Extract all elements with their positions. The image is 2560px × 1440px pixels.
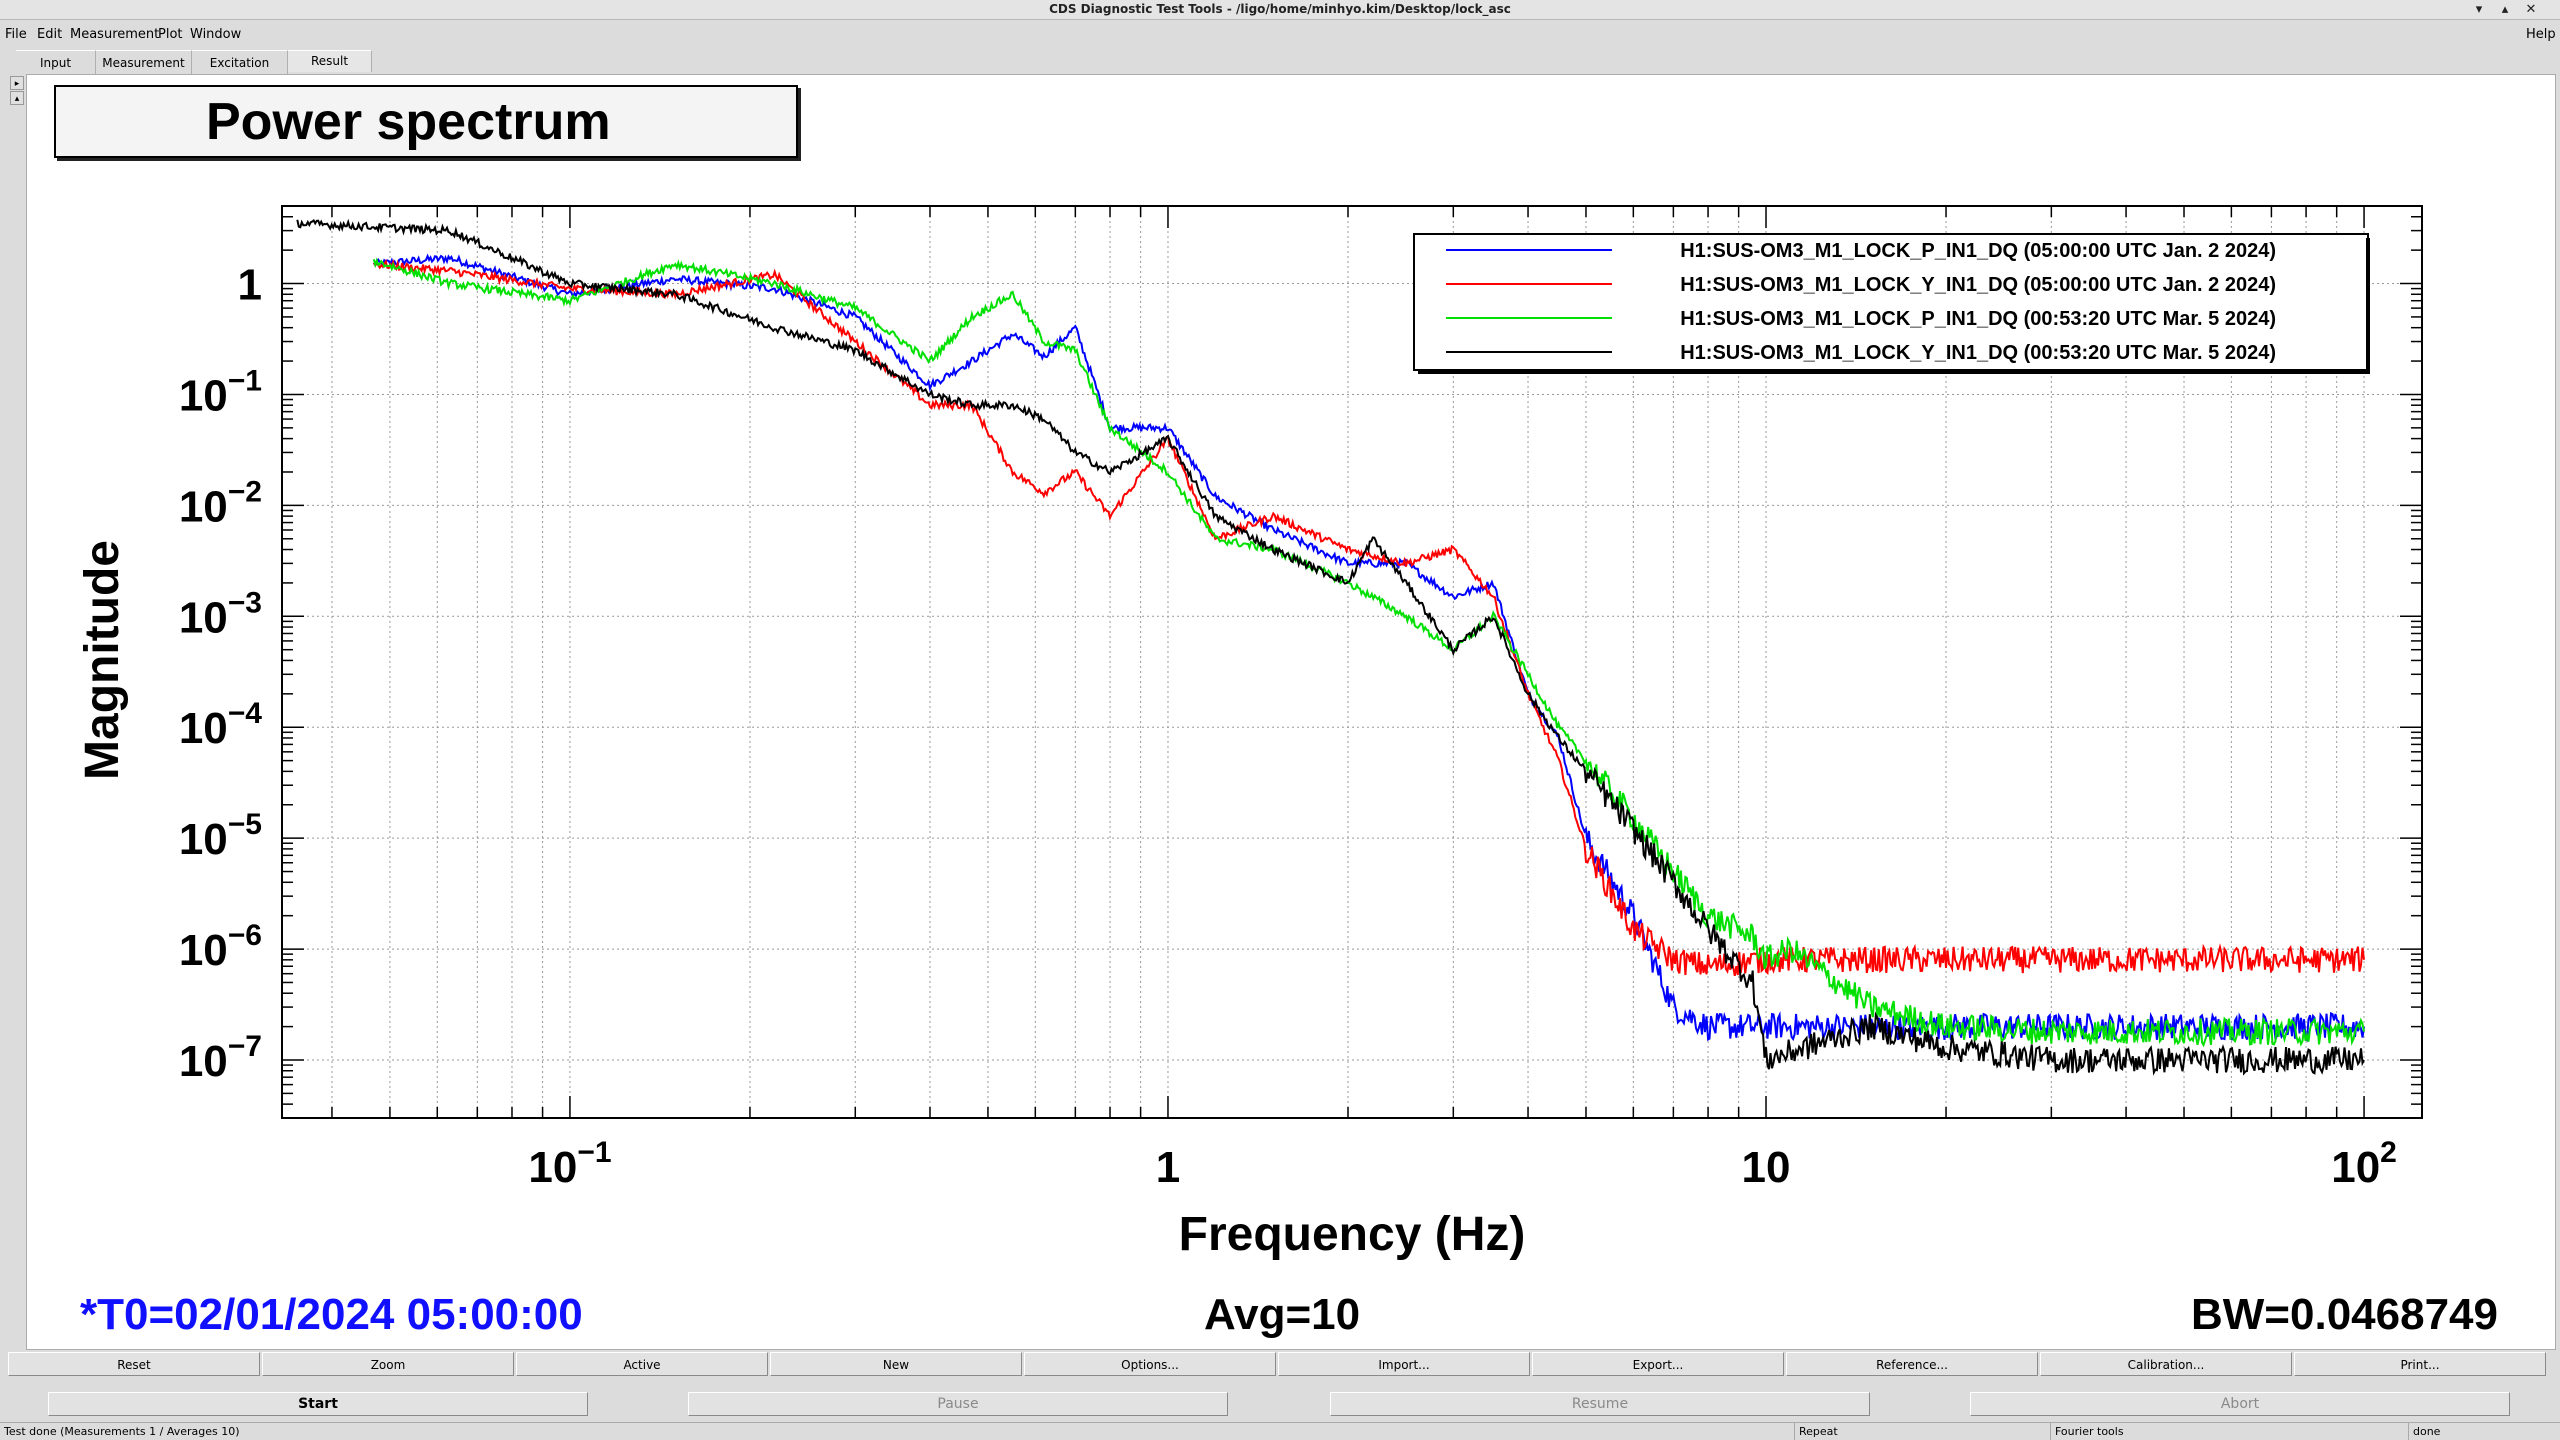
x-tick-labels: 10−1 1 10 102 xyxy=(528,1136,2397,1192)
window-title: CDS Diagnostic Test Tools - /ligo/home/m… xyxy=(1049,2,1511,16)
series-line-1 xyxy=(373,258,2365,976)
y-tick-label-base: 10 xyxy=(179,815,228,864)
y-axis-label: Magnitude xyxy=(76,540,129,780)
y-tick-label-base: 10 xyxy=(179,371,228,420)
minimize-icon[interactable]: ▾ xyxy=(2475,2,2483,17)
series-lines xyxy=(296,218,2365,1076)
pause-button[interactable]: Pause xyxy=(688,1392,1228,1416)
y-tick-label: 10−4 xyxy=(179,697,262,753)
x-tick-label-exponent: 2 xyxy=(2380,1136,2397,1169)
y-tick-label-exponent: −4 xyxy=(228,697,263,730)
y-tick-label-base: 10 xyxy=(179,704,228,753)
y-tick-label: 1 xyxy=(238,261,262,310)
arrow-up-icon[interactable]: ▴ xyxy=(10,91,24,105)
menu-plot[interactable]: Plot xyxy=(158,27,183,42)
y-tick-label: 10−2 xyxy=(179,475,262,531)
legend-box xyxy=(1413,233,2369,371)
x-tick-label: 1 xyxy=(1156,1143,1180,1192)
tab-excitation[interactable]: Excitation xyxy=(192,50,288,74)
status-repeat: Repeat xyxy=(1794,1422,2050,1440)
y-tick-label-base: 1 xyxy=(238,261,262,310)
y-tick-labels: 110−110−210−310−410−510−610−7 xyxy=(179,261,262,1086)
y-tick-label: 10−5 xyxy=(179,808,262,864)
abort-button[interactable]: Abort xyxy=(1970,1392,2510,1416)
y-tick-label: 10−1 xyxy=(179,364,262,420)
options-button[interactable]: Options... xyxy=(1024,1352,1276,1376)
y-tick-label-exponent: −2 xyxy=(228,475,262,508)
status-state: done xyxy=(2408,1422,2560,1440)
y-tick-label-base: 10 xyxy=(179,1037,228,1086)
x-tick-label-base: 10 xyxy=(1742,1143,1791,1192)
tab-result[interactable]: Result xyxy=(288,50,372,72)
series-line-0 xyxy=(372,253,2365,1043)
series-line-2 xyxy=(372,257,2365,1048)
x-tick-label-base: 10 xyxy=(2331,1143,2380,1192)
maximize-icon[interactable]: ▴ xyxy=(2501,2,2509,17)
x-tick-label: 10−1 xyxy=(528,1136,611,1192)
x-tick-label: 10 xyxy=(1742,1143,1791,1192)
reset-button[interactable]: Reset xyxy=(8,1352,260,1376)
plot-grid xyxy=(282,206,2422,1118)
x-tick-label: 102 xyxy=(2331,1136,2397,1192)
y-tick-label: 10−3 xyxy=(179,586,262,642)
new-button[interactable]: New xyxy=(770,1352,1022,1376)
y-tick-label-base: 10 xyxy=(179,482,228,531)
import-button[interactable]: Import... xyxy=(1278,1352,1530,1376)
window-titlebar: CDS Diagnostic Test Tools - /ligo/home/m… xyxy=(0,0,2560,20)
status-message: Test done (Measurements 1 / Averages 10) xyxy=(0,1422,1794,1440)
x-tick-label-base: 1 xyxy=(1156,1143,1180,1192)
tab-input[interactable]: Input xyxy=(16,50,96,74)
menu-help[interactable]: Help xyxy=(2526,27,2556,42)
calibration-button[interactable]: Calibration... xyxy=(2040,1352,2292,1376)
t0-readout: *T0=02/01/2024 05:00:00 xyxy=(80,1290,583,1339)
plot-title: Power spectrum xyxy=(54,85,798,158)
run-controls: Start Pause Resume Abort xyxy=(48,1392,2510,1418)
status-tool: Fourier tools xyxy=(2050,1422,2408,1440)
x-tick-label-exponent: −1 xyxy=(577,1136,611,1169)
menu-file[interactable]: File xyxy=(5,27,27,42)
legend-entry-label: H1:SUS-OM3_M1_LOCK_P_IN1_DQ (05:00:00 UT… xyxy=(1680,240,2276,262)
legend-entry-label: H1:SUS-OM3_M1_LOCK_Y_IN1_DQ (05:00:00 UT… xyxy=(1680,274,2276,296)
y-tick-label-exponent: −1 xyxy=(228,364,262,397)
zoom-button[interactable]: Zoom xyxy=(262,1352,514,1376)
y-tick-label: 10−6 xyxy=(179,919,262,975)
active-button[interactable]: Active xyxy=(516,1352,768,1376)
pane-scroll[interactable]: ▸ ▴ xyxy=(10,76,26,106)
menu-measurement[interactable]: Measurement xyxy=(70,27,160,42)
y-tick-label: 10−7 xyxy=(179,1030,262,1086)
reference-button[interactable]: Reference... xyxy=(1786,1352,2038,1376)
legend-entry-label: H1:SUS-OM3_M1_LOCK_P_IN1_DQ (00:53:20 UT… xyxy=(1680,308,2276,330)
status-bar: Test done (Measurements 1 / Averages 10)… xyxy=(0,1422,2560,1440)
tab-bar: Input Measurement Excitation Result xyxy=(16,50,372,74)
y-tick-label-exponent: −7 xyxy=(228,1030,262,1063)
export-button[interactable]: Export... xyxy=(1532,1352,1784,1376)
avg-readout: Avg=10 xyxy=(1204,1290,1361,1339)
y-tick-label-base: 10 xyxy=(179,926,228,975)
arrow-right-icon[interactable]: ▸ xyxy=(10,76,24,90)
legend-entry-label: H1:SUS-OM3_M1_LOCK_Y_IN1_DQ (00:53:20 UT… xyxy=(1680,342,2276,364)
menu-edit[interactable]: Edit xyxy=(37,27,63,42)
close-icon[interactable]: ✕ xyxy=(2525,2,2537,17)
plot-controls: Reset Zoom Active New Options... Import.… xyxy=(8,1352,2552,1376)
y-tick-label-exponent: −3 xyxy=(228,586,262,619)
legend: H1:SUS-OM3_M1_LOCK_P_IN1_DQ (05:00:00 UT… xyxy=(1413,233,2370,374)
menu-bar: File Edit Measurement Plot Window Help xyxy=(0,24,2560,46)
series-line-3 xyxy=(296,218,2365,1076)
axis-ticks xyxy=(282,205,2422,1119)
bw-readout: BW=0.0468749 xyxy=(2191,1290,2498,1339)
tab-measurement[interactable]: Measurement xyxy=(96,50,192,74)
resume-button[interactable]: Resume xyxy=(1330,1392,1870,1416)
y-tick-label-exponent: −5 xyxy=(228,808,262,841)
y-tick-label-exponent: −6 xyxy=(228,919,262,952)
menu-window[interactable]: Window xyxy=(190,27,242,42)
plot-frame xyxy=(281,205,2423,1119)
start-button[interactable]: Start xyxy=(48,1392,588,1416)
y-tick-label-base: 10 xyxy=(179,593,228,642)
power-spectrum-plot[interactable]: 10−1 1 10 102 110−110−210−310−410−510−610−7… xyxy=(0,0,2560,1350)
x-axis-label: Frequency (Hz) xyxy=(1179,1208,1526,1261)
x-tick-label-base: 10 xyxy=(528,1143,577,1192)
print-button[interactable]: Print... xyxy=(2294,1352,2546,1376)
